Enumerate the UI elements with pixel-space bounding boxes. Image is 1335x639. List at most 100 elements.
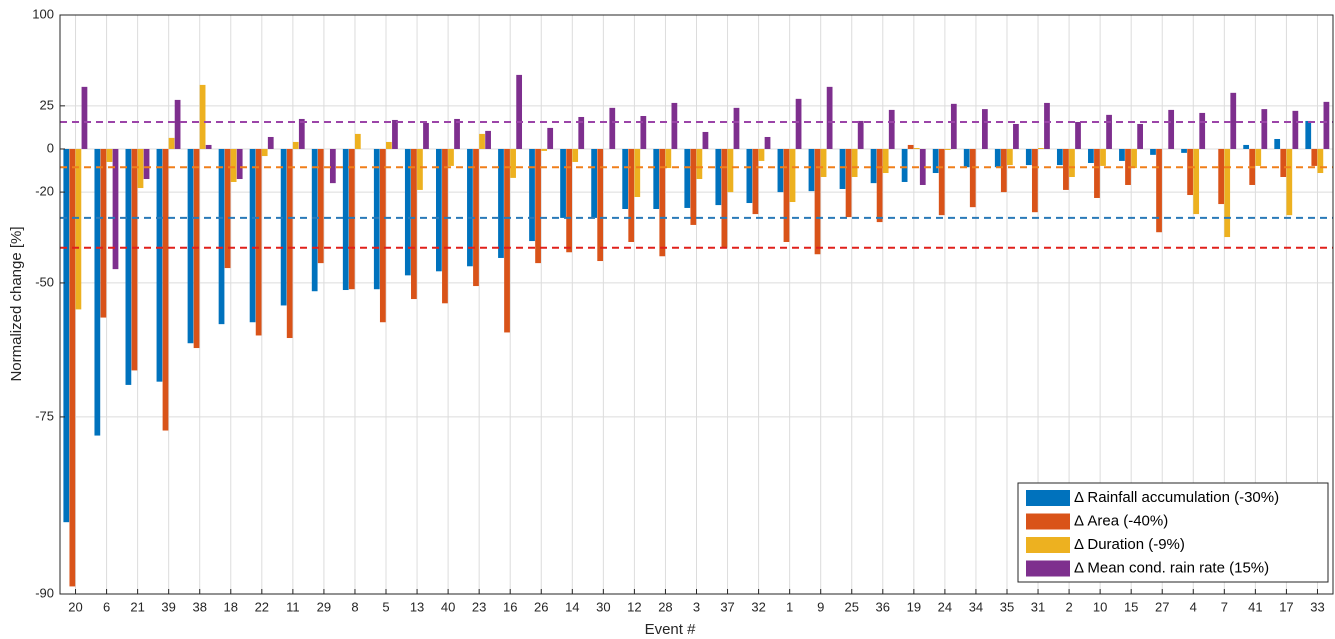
bar bbox=[255, 148, 262, 336]
bar bbox=[1006, 148, 1013, 166]
bar bbox=[746, 148, 753, 204]
bar bbox=[764, 136, 771, 149]
bar bbox=[404, 148, 411, 276]
bar bbox=[547, 127, 554, 149]
bar bbox=[187, 148, 194, 344]
bar bbox=[888, 109, 895, 149]
bar bbox=[566, 148, 573, 253]
y-tick-label: -90 bbox=[35, 585, 54, 600]
x-tick-label: 18 bbox=[224, 599, 238, 614]
bar bbox=[442, 148, 448, 304]
bar bbox=[386, 141, 392, 149]
legend-label: Δ Duration (-9%) bbox=[1074, 536, 1185, 553]
x-tick-label: 29 bbox=[317, 599, 331, 614]
bar bbox=[696, 148, 703, 180]
bar bbox=[944, 148, 951, 150]
bar bbox=[373, 148, 380, 290]
bar bbox=[529, 148, 535, 242]
bar bbox=[808, 148, 815, 192]
bar bbox=[665, 148, 672, 169]
bar bbox=[311, 148, 318, 292]
bar bbox=[485, 130, 491, 149]
x-tick-label: 14 bbox=[565, 599, 579, 614]
bar bbox=[938, 148, 945, 216]
y-tick-label: -75 bbox=[35, 408, 54, 423]
bar bbox=[535, 148, 541, 264]
bar bbox=[125, 148, 132, 385]
x-tick-label: 7 bbox=[1221, 599, 1228, 614]
bar bbox=[267, 136, 274, 149]
y-tick-label: -20 bbox=[35, 184, 54, 199]
x-tick-label: 16 bbox=[503, 599, 517, 614]
bar bbox=[473, 148, 479, 287]
bar bbox=[224, 148, 231, 269]
x-tick-label: 30 bbox=[596, 599, 610, 614]
bar bbox=[653, 148, 660, 210]
bar bbox=[329, 148, 336, 184]
x-tick-label: 13 bbox=[410, 599, 424, 614]
bar bbox=[1168, 109, 1175, 149]
bar bbox=[1069, 148, 1075, 177]
bar bbox=[479, 133, 485, 149]
x-tick-label: 10 bbox=[1093, 599, 1107, 614]
bar bbox=[1193, 148, 1200, 215]
bar bbox=[199, 84, 206, 149]
bar bbox=[1261, 109, 1268, 149]
bar bbox=[1131, 148, 1137, 169]
bar bbox=[75, 148, 82, 310]
bar bbox=[467, 148, 473, 267]
bar bbox=[1323, 101, 1330, 149]
bar bbox=[851, 148, 858, 177]
x-tick-label: 41 bbox=[1248, 599, 1262, 614]
bar bbox=[981, 109, 988, 149]
bar bbox=[379, 148, 386, 323]
plot-frame bbox=[59, 14, 1334, 595]
bar bbox=[919, 148, 926, 185]
legend-label: Δ Area (-40%) bbox=[1074, 512, 1168, 529]
bar bbox=[292, 141, 299, 149]
bar bbox=[218, 148, 225, 325]
bar bbox=[882, 148, 889, 174]
bar bbox=[733, 107, 740, 149]
bar bbox=[1181, 148, 1187, 153]
bar bbox=[63, 148, 70, 523]
bar bbox=[1255, 148, 1262, 166]
bar bbox=[1230, 92, 1237, 149]
bar bbox=[721, 148, 728, 248]
bar bbox=[684, 148, 691, 208]
bar bbox=[1156, 148, 1162, 233]
bar bbox=[168, 137, 175, 149]
bar bbox=[560, 148, 566, 218]
bar bbox=[1075, 121, 1081, 149]
bar bbox=[112, 148, 119, 270]
x-tick-label: 19 bbox=[907, 599, 921, 614]
x-tick-label: 26 bbox=[534, 599, 548, 614]
bar bbox=[1119, 148, 1125, 161]
bar bbox=[659, 148, 666, 257]
x-tick-label: 4 bbox=[1190, 599, 1197, 614]
bar bbox=[628, 148, 635, 242]
bar bbox=[423, 122, 429, 149]
bar bbox=[510, 148, 516, 178]
bar bbox=[870, 148, 877, 184]
x-tick-label: 37 bbox=[720, 599, 734, 614]
x-tick-label: 27 bbox=[1155, 599, 1169, 614]
bar bbox=[106, 148, 113, 162]
bar bbox=[634, 148, 641, 197]
x-tick-label: 23 bbox=[472, 599, 486, 614]
x-tick-label: 8 bbox=[351, 599, 358, 614]
bar bbox=[280, 148, 287, 306]
bar bbox=[1063, 148, 1069, 190]
bar bbox=[411, 148, 417, 300]
bar bbox=[317, 148, 324, 264]
bar bbox=[597, 148, 604, 262]
bar bbox=[504, 148, 510, 333]
bar bbox=[448, 148, 454, 166]
bar bbox=[752, 148, 759, 215]
bar bbox=[143, 148, 150, 180]
x-tick-label: 31 bbox=[1031, 599, 1045, 614]
bar bbox=[1025, 148, 1032, 166]
legend-label: Δ Mean cond. rain rate (15%) bbox=[1074, 559, 1269, 576]
bar bbox=[609, 107, 616, 149]
bar bbox=[1224, 148, 1231, 238]
